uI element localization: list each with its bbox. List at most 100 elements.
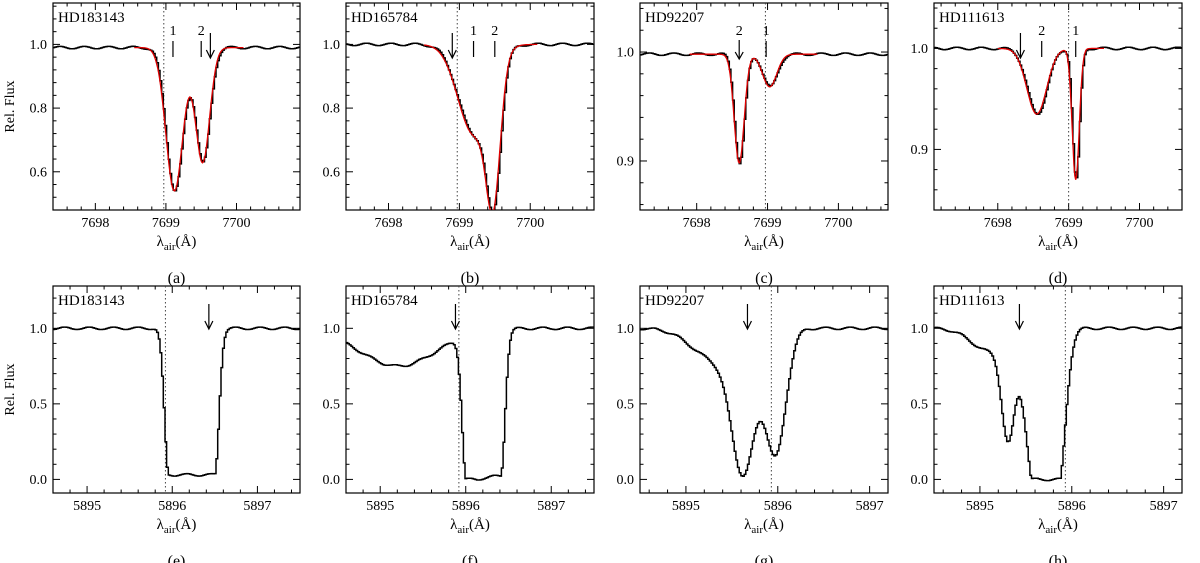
plot-frame <box>345 285 595 494</box>
x-label-symbol: λ <box>744 234 752 250</box>
model-fit <box>423 43 538 210</box>
x-label-symbol: λ <box>744 517 752 533</box>
observed-spectrum <box>640 326 888 478</box>
star-name: HD92207 <box>645 10 705 26</box>
x-label-subscript: air <box>457 524 469 536</box>
x-label-unit: (Å) <box>763 234 784 250</box>
x-axis-label: λair(Å) <box>1038 234 1078 253</box>
x-tick-label: 7698 <box>984 216 1012 231</box>
plot-frame <box>52 285 301 494</box>
y-tick-label: 0.0 <box>911 473 929 488</box>
velocity-arrowhead <box>205 49 215 60</box>
x-tick-label: 5895 <box>366 499 394 514</box>
x-axis-label: λair(Å) <box>744 234 784 253</box>
chart-panel: 7698 7699 7700 0.9 1.0 λair(Å) (c) HD92207 2 1 <box>617 2 889 287</box>
x-tick-label: 7699 <box>152 216 180 231</box>
component-label: 2 <box>736 24 743 39</box>
x-axis-label: λair(Å) <box>450 517 490 536</box>
x-tick-label: 5895 <box>966 499 994 514</box>
y-tick-label: 1.0 <box>911 42 929 57</box>
velocity-arrowhead <box>204 320 214 331</box>
x-axis-label: λair(Å) <box>744 517 784 536</box>
x-tick-label: 7698 <box>375 216 403 231</box>
observed-spectrum <box>53 326 300 477</box>
x-axis-label: λair(Å) <box>157 234 197 253</box>
x-tick-label: 5895 <box>672 499 700 514</box>
model-fit <box>134 46 244 192</box>
star-name: HD111613 <box>939 10 1005 26</box>
panel-caption: (b) <box>461 270 480 287</box>
x-label-unit: (Å) <box>1057 234 1078 250</box>
x-label-unit: (Å) <box>469 517 490 533</box>
panel-caption: (e) <box>168 553 186 563</box>
y-tick-label: 1.0 <box>323 322 341 337</box>
x-tick-label: 7699 <box>754 216 782 231</box>
x-tick-label: 5897 <box>1150 499 1178 514</box>
velocity-arrowhead <box>1015 49 1025 60</box>
panel-caption: (f) <box>462 553 478 563</box>
y-tick-label: 0.0 <box>30 473 48 488</box>
y-tick-label: 0.8 <box>323 102 341 117</box>
y-tick-label: 1.0 <box>323 38 341 53</box>
observed-spectrum <box>346 326 594 481</box>
x-label-symbol: λ <box>157 234 165 250</box>
model-fit <box>997 47 1105 180</box>
x-tick-label: 5895 <box>73 499 101 514</box>
star-name: HD165784 <box>351 10 418 26</box>
panel-caption: (h) <box>1049 553 1068 563</box>
x-label-symbol: λ <box>450 517 458 533</box>
component-label: 1 <box>763 24 770 39</box>
x-tick-label: 7699 <box>445 216 473 231</box>
x-label-unit: (Å) <box>763 517 784 533</box>
x-label-subscript: air <box>164 241 176 253</box>
plot-frame <box>933 2 1183 211</box>
plot-frame <box>639 285 889 494</box>
x-tick-label: 7698 <box>683 216 711 231</box>
y-tick-label: 1.0 <box>30 38 48 53</box>
chart-panel: 7698 7699 7700 0.6 0.8 1.0 Rel. Flux λair(Å) (a)… <box>3 2 301 287</box>
y-tick-label: 0.0 <box>617 473 635 488</box>
component-label: 2 <box>1038 24 1045 39</box>
x-label-unit: (Å) <box>1057 517 1078 533</box>
velocity-arrowhead <box>742 320 753 331</box>
y-tick-label: 0.5 <box>617 397 635 412</box>
panel-caption: (a) <box>168 270 186 287</box>
x-label-subscript: air <box>1045 241 1057 253</box>
x-tick-label: 5896 <box>158 499 186 514</box>
x-label-unit: (Å) <box>176 517 197 533</box>
x-label-symbol: λ <box>1038 234 1046 250</box>
y-tick-label: 0.5 <box>911 397 929 412</box>
velocity-arrowhead <box>450 320 460 331</box>
plot-frame <box>639 2 889 211</box>
component-label: 2 <box>198 24 205 39</box>
velocity-arrowhead <box>1014 320 1024 331</box>
x-label-subscript: air <box>164 524 176 536</box>
y-tick-label: 1.0 <box>911 322 929 337</box>
component-arrowhead <box>734 51 744 61</box>
observed-spectrum <box>934 46 1182 179</box>
observed-spectrum <box>346 42 594 210</box>
x-tick-label: 5897 <box>856 499 884 514</box>
observed-spectrum <box>53 45 300 192</box>
y-tick-label: 0.5 <box>323 397 341 412</box>
y-tick-label: 0.5 <box>30 397 48 412</box>
x-label-symbol: λ <box>1038 517 1046 533</box>
y-tick-label: 1.0 <box>30 322 48 337</box>
y-axis-label: Rel. Flux <box>3 363 18 415</box>
x-tick-label: 7699 <box>1055 216 1083 231</box>
model-fit <box>689 53 818 165</box>
x-tick-label: 7700 <box>824 216 852 231</box>
x-axis-label: λair(Å) <box>157 517 197 536</box>
star-name: HD183143 <box>58 10 125 26</box>
panel-caption: (c) <box>755 270 773 287</box>
y-tick-label: 0.0 <box>323 473 341 488</box>
x-axis-label: λair(Å) <box>1038 517 1078 536</box>
x-tick-label: 5897 <box>537 499 565 514</box>
star-name: HD111613 <box>939 293 1005 309</box>
observed-spectrum <box>640 52 888 165</box>
x-tick-label: 7698 <box>81 216 109 231</box>
y-tick-label: 0.6 <box>323 165 341 180</box>
x-label-subscript: air <box>751 524 763 536</box>
panel-caption: (d) <box>1049 270 1068 287</box>
